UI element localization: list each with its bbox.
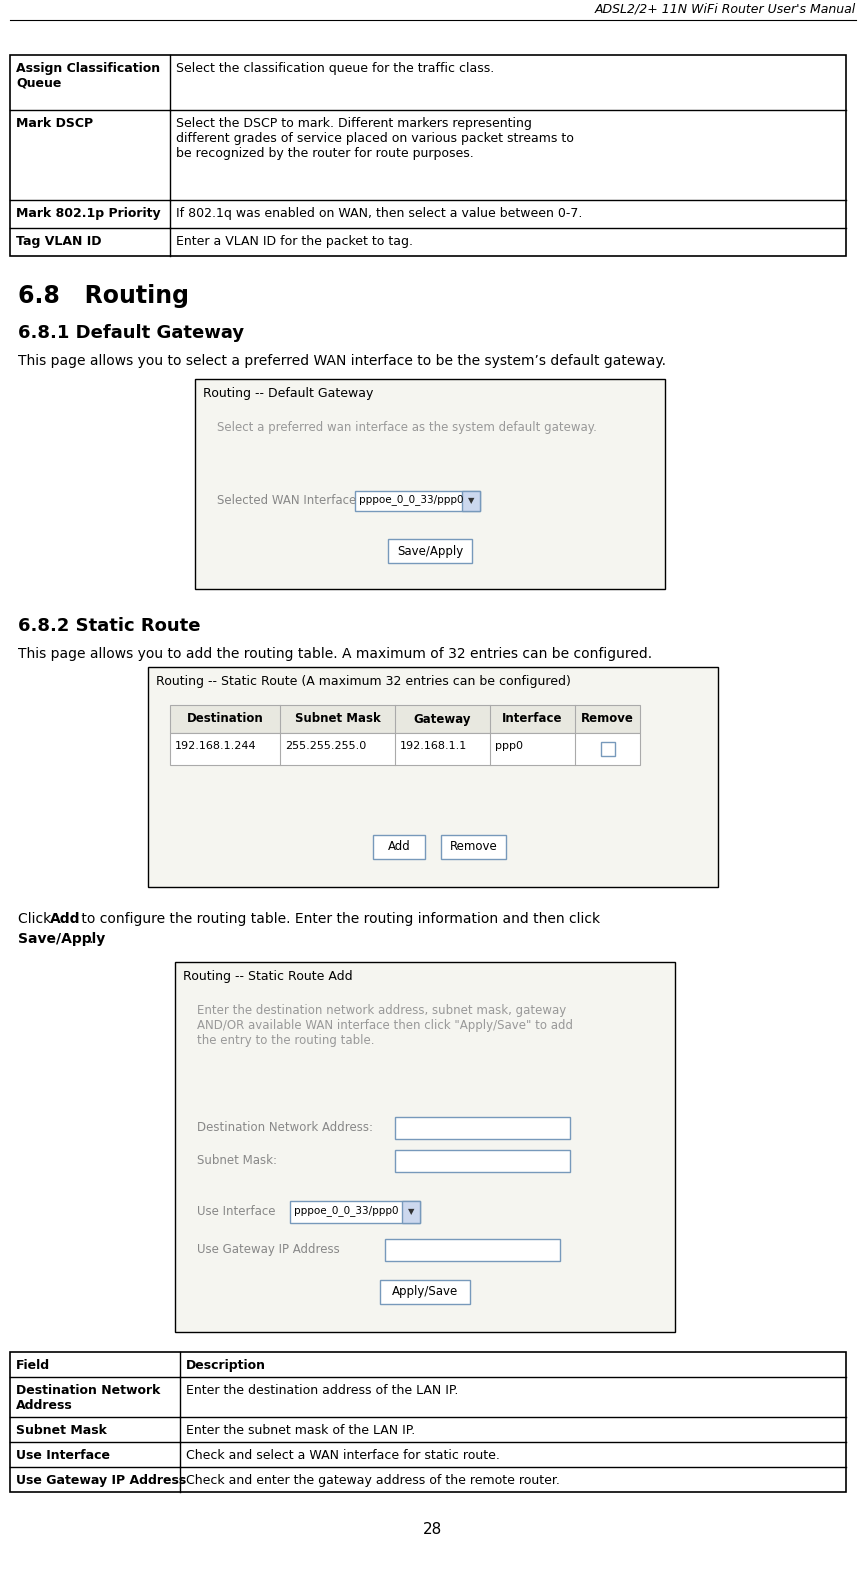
Text: Mark DSCP: Mark DSCP (16, 116, 94, 131)
Bar (148, 667, 718, 887)
Text: If 802.1q was enabled on WAN, then select a value between 0-7.: If 802.1q was enabled on WAN, then selec… (176, 207, 582, 220)
Text: pppoe_0_0_33/ppp0: pppoe_0_0_33/ppp0 (294, 1204, 398, 1215)
Text: Selected WAN Interface: Selected WAN Interface (217, 494, 356, 507)
Text: Use Gateway IP Address: Use Gateway IP Address (16, 1474, 186, 1487)
Text: Tag VLAN ID: Tag VLAN ID (16, 234, 101, 247)
Text: Check and enter the gateway address of the remote router.: Check and enter the gateway address of t… (186, 1474, 560, 1487)
Bar (441, 836, 506, 860)
Bar (195, 380, 665, 589)
Text: Remove: Remove (581, 713, 634, 726)
Text: This page allows you to add the routing table. A maximum of 32 entries can be co: This page allows you to add the routing … (18, 648, 652, 660)
Bar (380, 1281, 470, 1305)
Text: Click: Click (18, 912, 55, 927)
Bar (10, 54, 846, 257)
Text: Use Gateway IP Address: Use Gateway IP Address (197, 1243, 339, 1255)
Text: 28: 28 (423, 1522, 443, 1538)
Bar (10, 1353, 846, 1491)
Text: Enter the subnet mask of the LAN IP.: Enter the subnet mask of the LAN IP. (186, 1424, 416, 1437)
Text: Gateway: Gateway (414, 713, 471, 726)
Text: .: . (88, 931, 93, 946)
Text: Enter the destination address of the LAN IP.: Enter the destination address of the LAN… (186, 1384, 458, 1397)
Text: 192.168.1.1: 192.168.1.1 (400, 742, 468, 751)
Text: Destination Network
Address: Destination Network Address (16, 1384, 160, 1412)
Text: 6.8   Routing: 6.8 Routing (18, 284, 189, 308)
Text: Routing -- Default Gateway: Routing -- Default Gateway (203, 388, 373, 400)
Text: to configure the routing table. Enter the routing information and then click: to configure the routing table. Enter th… (77, 912, 600, 927)
Bar (385, 1239, 560, 1262)
Bar (373, 836, 425, 860)
Bar (402, 1201, 420, 1223)
Text: Select a preferred wan interface as the system default gateway.: Select a preferred wan interface as the … (217, 421, 597, 434)
Text: Assign Classification
Queue: Assign Classification Queue (16, 62, 160, 89)
Text: Enter the destination network address, subnet mask, gateway
AND/OR available WAN: Enter the destination network address, s… (197, 1003, 573, 1046)
Bar (290, 1201, 420, 1223)
Bar (388, 539, 472, 563)
Text: Add: Add (388, 841, 410, 853)
Bar (462, 491, 480, 510)
Text: Interface: Interface (502, 713, 563, 726)
Bar (395, 1116, 570, 1139)
Bar (170, 734, 640, 766)
Text: Destination: Destination (187, 713, 263, 726)
Text: Use Interface: Use Interface (16, 1448, 110, 1463)
Text: Use Interface: Use Interface (197, 1204, 275, 1219)
Text: ppp0: ppp0 (495, 742, 523, 751)
Bar (170, 705, 640, 734)
Text: pppoe_0_0_33/ppp0: pppoe_0_0_33/ppp0 (359, 494, 463, 506)
Text: Select the classification queue for the traffic class.: Select the classification queue for the … (176, 62, 494, 75)
Text: 6.8.2 Static Route: 6.8.2 Static Route (18, 617, 201, 635)
Text: Remove: Remove (449, 841, 497, 853)
Text: Routing -- Static Route (A maximum 32 entries can be configured): Routing -- Static Route (A maximum 32 en… (156, 675, 571, 687)
Text: Subnet Mask: Subnet Mask (16, 1424, 107, 1437)
Text: Save/Apply: Save/Apply (397, 544, 463, 558)
Text: Description: Description (186, 1359, 266, 1372)
Text: Routing -- Static Route Add: Routing -- Static Route Add (183, 970, 352, 983)
Text: Add: Add (50, 912, 81, 927)
Text: Enter a VLAN ID for the packet to tag.: Enter a VLAN ID for the packet to tag. (176, 234, 413, 247)
Bar (600, 742, 615, 756)
Text: This page allows you to select a preferred WAN interface to be the system’s defa: This page allows you to select a preferr… (18, 354, 666, 368)
Text: Select the DSCP to mark. Different markers representing
different grades of serv: Select the DSCP to mark. Different marke… (176, 116, 574, 160)
Text: Subnet Mask: Subnet Mask (294, 713, 380, 726)
Text: Field: Field (16, 1359, 50, 1372)
Text: Subnet Mask:: Subnet Mask: (197, 1155, 277, 1168)
Text: ADSL2/2+ 11N WiFi Router User's Manual: ADSL2/2+ 11N WiFi Router User's Manual (595, 2, 856, 14)
Text: Check and select a WAN interface for static route.: Check and select a WAN interface for sta… (186, 1448, 500, 1463)
Text: 255.255.255.0: 255.255.255.0 (285, 742, 366, 751)
Bar (395, 1150, 570, 1172)
Text: Save/Apply: Save/Apply (18, 931, 106, 946)
Bar (355, 491, 480, 510)
Text: 192.168.1.244: 192.168.1.244 (175, 742, 256, 751)
Text: Destination Network Address:: Destination Network Address: (197, 1121, 373, 1134)
Text: Mark 802.1p Priority: Mark 802.1p Priority (16, 207, 160, 220)
Text: 6.8.1 Default Gateway: 6.8.1 Default Gateway (18, 324, 244, 341)
Bar (175, 962, 675, 1332)
Text: Apply/Save: Apply/Save (392, 1286, 458, 1298)
Text: ▼: ▼ (408, 1207, 414, 1217)
Text: ▼: ▼ (468, 496, 475, 506)
